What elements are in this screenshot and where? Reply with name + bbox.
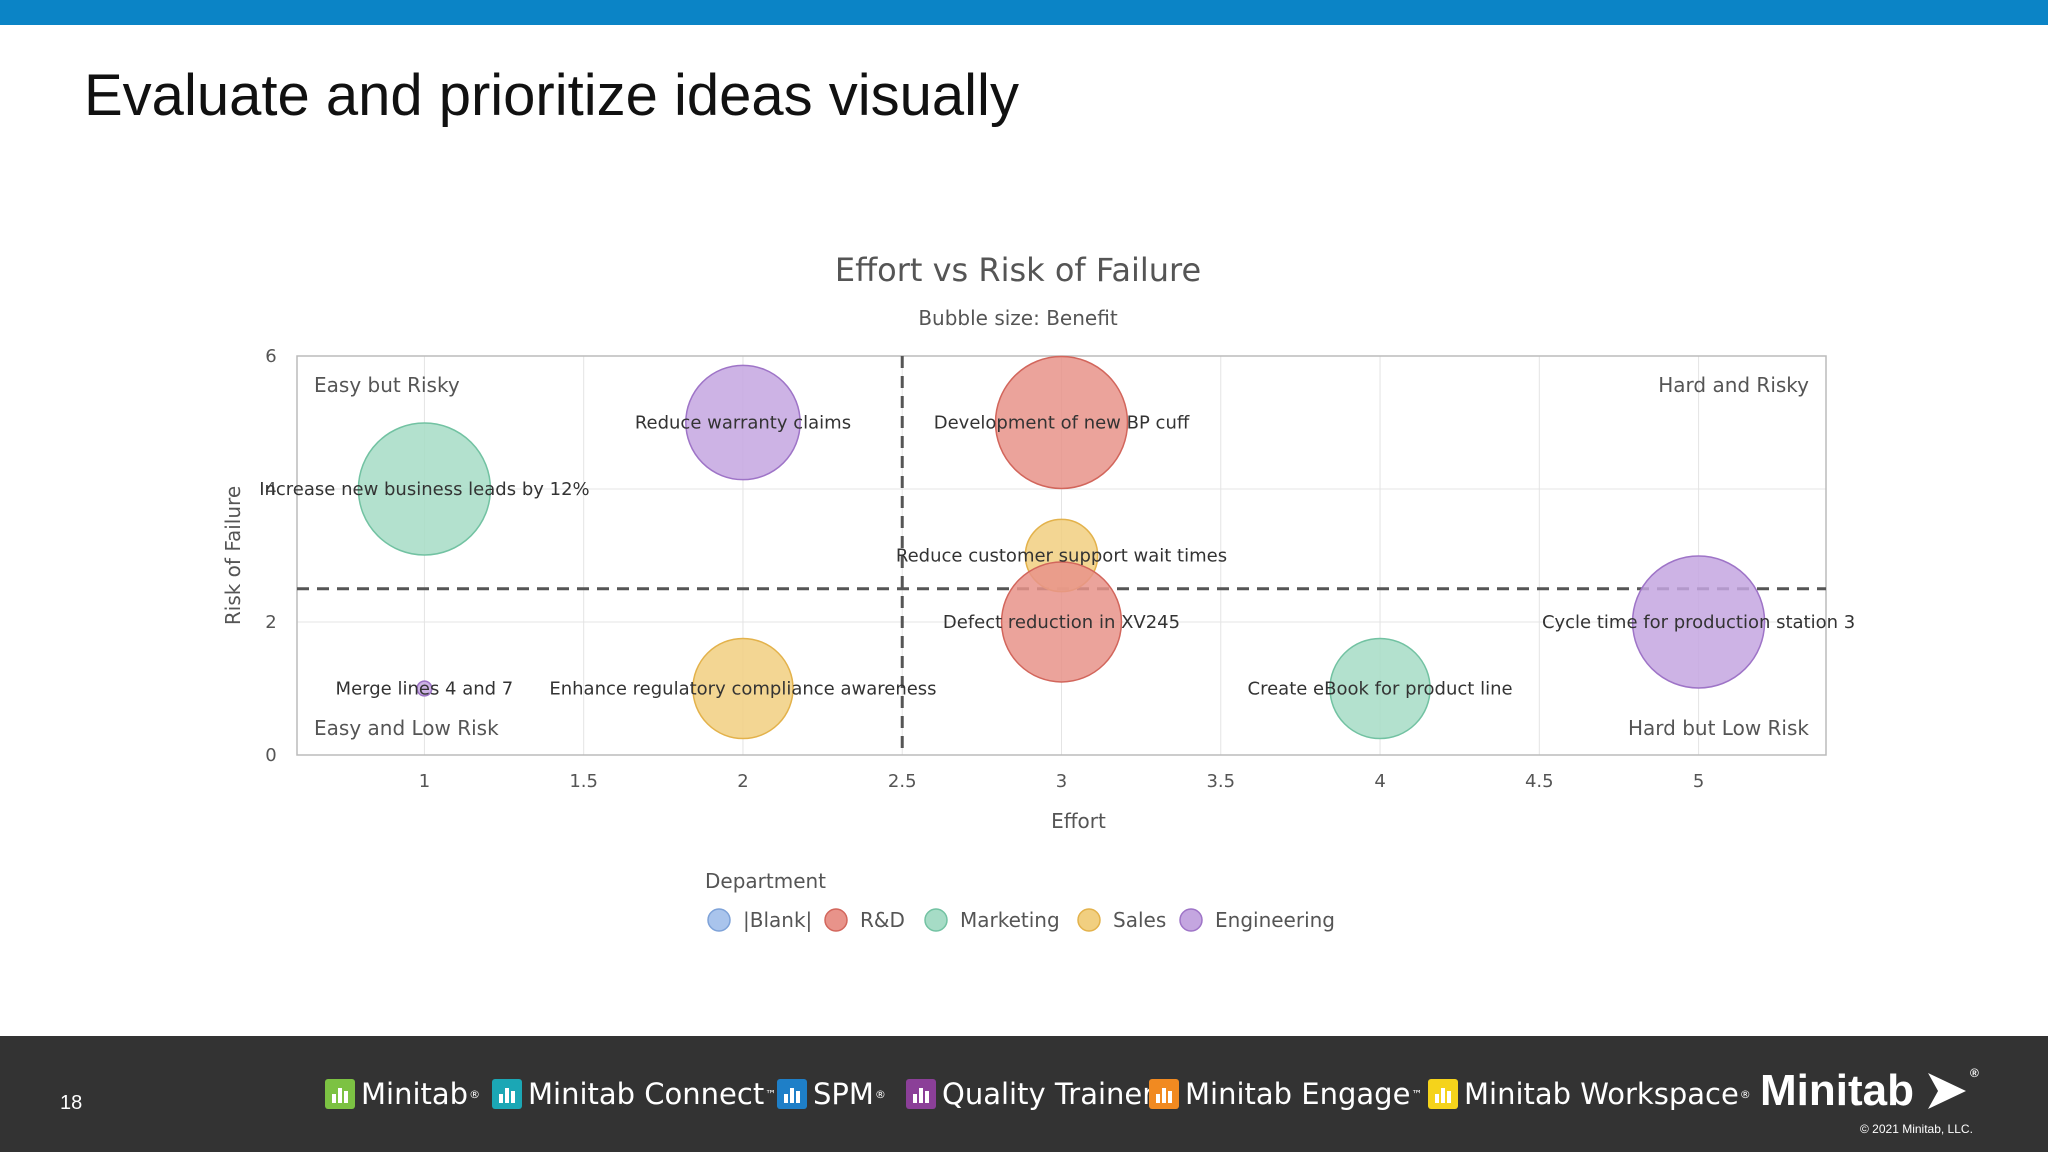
bubble-label: Merge lines 4 and 7 [336,679,514,700]
footer-bar: 18 Minitab ® Minitab Connect ™ SPM ® Quality T… [0,1036,2048,1152]
legend-swatch [707,908,731,932]
bubble-label: Enhance regulatory compliance awareness [549,679,936,700]
bubble-label: Defect reduction in XV245 [943,612,1180,633]
product-minitab: Minitab ® [325,1074,480,1114]
bubble-label: Create eBook for product line [1248,679,1513,700]
product-mark: ® [874,1087,886,1101]
engage-icon [1149,1079,1179,1109]
x-tick-label: 4.5 [1525,771,1554,792]
legend-entry-label: Marketing [960,908,1060,932]
product-minitab-connect: Minitab Connect ™ [492,1074,776,1114]
minitab-arrow-icon [1927,1073,1966,1109]
x-tick-label: 3.5 [1206,771,1235,792]
bubble [357,422,492,556]
chart-subtitle: Bubble size: Benefit [918,306,1117,330]
legend-swatch [1077,908,1101,932]
x-tick-label: 5 [1693,771,1704,792]
bubble [685,364,801,481]
product-label: Minitab [361,1077,469,1111]
trainer-icon [906,1079,936,1109]
bubble-label: Development of new BP cuff [934,413,1190,434]
bar-chart-icon [325,1079,355,1109]
quadrant-label-bottom-right: Hard but Low Risk [1628,716,1809,740]
product-mark: ™ [765,1087,777,1101]
legend-swatch [824,908,848,932]
y-axis-label: Risk of Failure [221,486,245,625]
product-mark: ™ [1411,1087,1423,1101]
bubble-label: Cycle time for production station 3 [1542,612,1855,633]
brand-logo: Minitab ® [1760,1066,1979,1116]
y-tick-label: 2 [265,612,276,633]
brand-mark: ® [1969,1066,1979,1080]
product-mark: ® [1739,1087,1751,1101]
quadrant-label-top-left: Easy but Risky [314,373,460,397]
bubble [1329,637,1431,740]
product-mark: ® [469,1087,481,1101]
product-minitab-engage: Minitab Engage ™ [1149,1074,1422,1114]
bubble [1631,555,1766,689]
bubble [416,680,433,697]
bubble [1000,561,1123,683]
product-label: Minitab Connect [528,1077,765,1111]
bubble-chart: Effort vs Risk of Failure Bubble size: Be… [221,251,1855,932]
x-tick-label: 2 [737,771,748,792]
x-tick-label: 2.5 [888,771,917,792]
bubble [692,637,794,740]
product-minitab-workspace: Minitab Workspace ® [1428,1074,1751,1114]
x-tick-label: 3 [1056,771,1067,792]
y-tick-label: 4 [265,479,276,500]
bubble-label: Reduce warranty claims [635,413,851,434]
x-tick-label: 1.5 [569,771,598,792]
legend-entry-label: Sales [1113,908,1166,932]
product-label: Quality Trainer [942,1077,1155,1111]
product-label: Minitab Engage [1185,1077,1411,1111]
page-number: 18 [60,1092,83,1114]
x-tick-label: 4 [1374,771,1385,792]
legend-swatch [924,908,948,932]
legend-entry-label: R&D [860,908,905,932]
top-accent-bar [0,0,2048,25]
product-label: SPM [813,1077,874,1111]
bubble [994,355,1129,490]
product-spm: SPM ® [777,1074,886,1114]
workspace-icon [1428,1079,1458,1109]
legend-title: Department [705,869,826,893]
y-tick-label: 0 [265,745,276,766]
bubble-label: Increase new business leads by 12% [259,479,589,500]
product-quality-trainer: Quality Trainer® [906,1074,1166,1114]
x-axis-label: Effort [1051,809,1106,833]
legend-swatch [1179,908,1203,932]
slide-title: Evaluate and prioritize ideas visually [84,63,1019,128]
product-label: Minitab Workspace [1464,1077,1739,1111]
x-tick-label: 1 [419,771,430,792]
y-tick-label: 6 [265,346,276,367]
quadrant-label-bottom-left: Easy and Low Risk [314,716,499,740]
legend-entry-label: |Blank| [743,908,812,932]
chart-title: Effort vs Risk of Failure [835,251,1201,289]
spm-icon [777,1079,807,1109]
brand-wordmark: Minitab [1760,1066,1914,1115]
copyright: © 2021 Minitab, LLC. [1860,1122,1973,1136]
legend-entry-label: Engineering [1215,908,1335,932]
connect-icon [492,1079,522,1109]
bubble-label: Reduce customer support wait times [896,546,1227,567]
quadrant-label-top-right: Hard and Risky [1658,373,1809,397]
